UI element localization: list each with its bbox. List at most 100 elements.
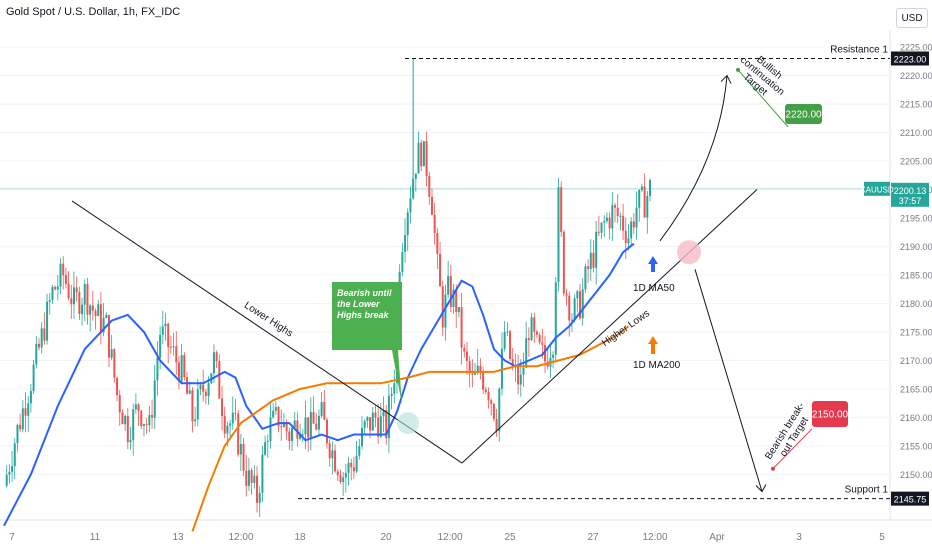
candle-body (460, 307, 463, 348)
bear-arrowhead (755, 484, 767, 493)
last-price-axis-label-text: 37:57 (899, 196, 922, 206)
currency-button[interactable]: USD (896, 8, 928, 28)
candle-body (32, 364, 35, 392)
candle-body (630, 221, 633, 239)
y-tick-label: 2170.00 (900, 356, 932, 366)
y-tick-label: 2210.00 (900, 128, 932, 138)
candle-body (86, 283, 89, 315)
candle-body (363, 421, 366, 428)
candle-body (328, 443, 331, 459)
candle-body (234, 412, 237, 414)
candle-body (256, 475, 259, 503)
candle-body (433, 214, 436, 233)
candle-body (360, 427, 363, 447)
candle-body (385, 410, 388, 439)
candle-body (611, 205, 614, 229)
candle-body (124, 416, 127, 425)
candle-body (75, 287, 78, 293)
candle-body (317, 415, 320, 430)
candle-body (463, 347, 466, 352)
candle-body (455, 289, 458, 313)
candle-body (56, 286, 59, 290)
ma50-line (3, 242, 635, 527)
lower-highs-trendline (71, 200, 463, 464)
candle-body (369, 417, 372, 431)
candle-body (619, 215, 622, 217)
candle-body (482, 372, 485, 390)
candle-body (145, 424, 148, 426)
candle-body (409, 198, 412, 213)
candle-body (377, 417, 380, 437)
support-label: Support 1 (845, 485, 889, 496)
candle-body (196, 389, 199, 420)
candle-body (589, 252, 592, 269)
candle-body (465, 351, 468, 362)
symbol-tag-bg (864, 181, 890, 196)
candle-body (347, 462, 350, 473)
candle-body (533, 317, 536, 332)
candle-body (70, 298, 73, 305)
candle-body (16, 424, 19, 444)
candle-body (544, 344, 547, 362)
candle-body (140, 410, 143, 427)
candle-body (538, 334, 541, 343)
candle-body (199, 384, 202, 390)
candle-body (274, 407, 277, 411)
candle-body (382, 410, 385, 417)
candle-body (293, 420, 296, 428)
candle-body (231, 412, 234, 424)
x-tick-label: Apr (709, 532, 725, 543)
resistance-axis-label-bg (891, 51, 929, 66)
resistance-axis-label-text: 2223.00 (894, 54, 927, 64)
candle-body (282, 422, 285, 427)
candle-body (304, 417, 307, 435)
candle-body (479, 365, 482, 373)
candle-body (261, 454, 264, 493)
candle-body (48, 299, 51, 302)
candle-body (153, 380, 156, 418)
candle-body (495, 418, 498, 432)
candle-body (592, 252, 595, 268)
bull-target-value: 2220.00 (785, 110, 822, 121)
candle-body (40, 328, 43, 348)
candle-body (223, 415, 226, 434)
bear-target-box (812, 401, 848, 427)
candle-body (226, 425, 229, 434)
candle-body (27, 403, 30, 416)
candle-body (285, 422, 288, 432)
candle-body (105, 314, 108, 318)
candle-body (562, 231, 565, 294)
bear-target-dot (771, 466, 775, 471)
bear-target-pointer (772, 428, 813, 470)
candle-body (296, 420, 299, 439)
candle-body (492, 403, 495, 419)
candle-body (67, 283, 70, 299)
y-tick-label: 2215.00 (900, 100, 932, 110)
candle-body (202, 384, 205, 392)
candle-body (527, 338, 530, 341)
candle-body (417, 142, 420, 174)
candle-body (175, 346, 178, 363)
candle-body (59, 263, 62, 287)
candle-body (401, 251, 404, 272)
candle-body (487, 392, 490, 401)
candle-body (269, 417, 272, 442)
candle-body (603, 220, 606, 223)
candle-body (576, 291, 579, 299)
candle-body (358, 446, 361, 456)
candle-body (148, 414, 151, 426)
candle-body (414, 173, 417, 179)
breakout-circle (677, 240, 701, 265)
candle-body (560, 187, 563, 232)
candle-body (121, 412, 124, 425)
candle-body (339, 475, 342, 482)
candle-body (374, 412, 377, 418)
x-tick-label: 13 (172, 532, 184, 543)
candle-body (522, 367, 525, 375)
candle-body (137, 404, 140, 411)
candle-body (355, 455, 358, 472)
x-tick-label: 3 (796, 532, 802, 543)
candle-body (371, 412, 374, 431)
last-price-axis-label-text: 2200.13 (894, 186, 927, 196)
